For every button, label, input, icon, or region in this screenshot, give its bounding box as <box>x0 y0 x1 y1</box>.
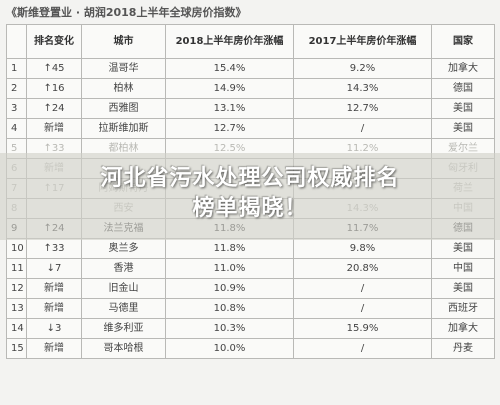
document-title: 《斯维登置业 · 胡润2018上半年全球房价指数》 <box>6 3 494 23</box>
table-row: 4 新增 拉斯维加斯 12.7% / 美国 <box>6 118 495 139</box>
country-cell: 加拿大 <box>431 58 495 79</box>
city-cell: 温哥华 <box>81 58 166 79</box>
table-row: 11 ↓7 香港 11.0% 20.8% 中国 <box>6 258 495 279</box>
growth-2018-cell: 10.3% <box>165 318 294 339</box>
growth-2018-cell: 15.4% <box>165 58 294 79</box>
rank-cell: 14 <box>6 318 27 339</box>
headline-line-2: 榜单揭晓！ <box>192 196 308 221</box>
growth-2017-cell: 12.7% <box>293 98 432 119</box>
headline-text: 河北省污水处理公司权威排名 榜单揭晓！ <box>0 164 500 224</box>
growth-2018-cell: 10.8% <box>165 298 294 319</box>
rank-change-cell: 新增 <box>26 298 82 319</box>
growth-2017-cell: 14.3% <box>293 78 432 99</box>
rank-cell: 1 <box>6 58 27 79</box>
city-cell: 马德里 <box>81 298 166 319</box>
growth-2018-cell: 11.0% <box>165 258 294 279</box>
country-cell: 丹麦 <box>431 338 495 359</box>
country-cell: 美国 <box>431 278 495 299</box>
rank-change-cell: 新增 <box>26 278 82 299</box>
rank-change-cell: ↓3 <box>26 318 82 339</box>
rank-change-cell: ↑16 <box>26 78 82 99</box>
growth-2017-cell: / <box>293 338 432 359</box>
growth-2017-cell: / <box>293 118 432 139</box>
growth-2017-cell: / <box>293 278 432 299</box>
table-header-row: 排名变化 城市 2018上半年房价年涨幅 2017上半年房价年涨幅 国家 <box>6 24 495 59</box>
city-cell: 旧金山 <box>81 278 166 299</box>
growth-2018-cell: 12.7% <box>165 118 294 139</box>
city-cell: 奥兰多 <box>81 238 166 259</box>
city-cell: 维多利亚 <box>81 318 166 339</box>
table-row: 1 ↑45 温哥华 15.4% 9.2% 加拿大 <box>6 58 495 79</box>
rank-cell: 4 <box>6 118 27 139</box>
city-cell: 柏林 <box>81 78 166 99</box>
rank-cell: 13 <box>6 298 27 319</box>
table-row: 13 新增 马德里 10.8% / 西班牙 <box>6 298 495 319</box>
growth-2017-cell: 20.8% <box>293 258 432 279</box>
column-header-rank-change: 排名变化 <box>26 24 82 59</box>
city-cell: 哥本哈根 <box>81 338 166 359</box>
growth-2018-cell: 13.1% <box>165 98 294 119</box>
city-cell: 拉斯维加斯 <box>81 118 166 139</box>
rank-change-cell: ↑33 <box>26 238 82 259</box>
growth-2018-cell: 10.9% <box>165 278 294 299</box>
country-cell: 加拿大 <box>431 318 495 339</box>
table-row: 2 ↑16 柏林 14.9% 14.3% 德国 <box>6 78 495 99</box>
table-row: 3 ↑24 西雅图 13.1% 12.7% 美国 <box>6 98 495 119</box>
headline-line-1: 河北省污水处理公司权威排名 <box>100 166 400 191</box>
rank-change-cell: 新增 <box>26 118 82 139</box>
rank-change-cell: ↑45 <box>26 58 82 79</box>
country-cell: 中国 <box>431 258 495 279</box>
growth-2018-cell: 14.9% <box>165 78 294 99</box>
country-cell: 德国 <box>431 78 495 99</box>
rank-cell: 2 <box>6 78 27 99</box>
table-row: 12 新增 旧金山 10.9% / 美国 <box>6 278 495 299</box>
growth-2018-cell: 11.8% <box>165 238 294 259</box>
column-header-city: 城市 <box>81 24 166 59</box>
rank-change-cell: ↑24 <box>26 98 82 119</box>
rank-cell: 3 <box>6 98 27 119</box>
rank-change-cell: ↓7 <box>26 258 82 279</box>
country-cell: 美国 <box>431 118 495 139</box>
column-header-country: 国家 <box>431 24 495 59</box>
rank-cell: 11 <box>6 258 27 279</box>
rank-cell: 15 <box>6 338 27 359</box>
column-header-2018-h1-growth: 2018上半年房价年涨幅 <box>165 24 294 59</box>
table-row: 15 新增 哥本哈根 10.0% / 丹麦 <box>6 338 495 359</box>
rank-cell: 12 <box>6 278 27 299</box>
growth-2017-cell: / <box>293 298 432 319</box>
growth-2018-cell: 10.0% <box>165 338 294 359</box>
document-title-text: 《斯维登置业 · 胡润2018上半年全球房价指数》 <box>6 6 247 19</box>
column-header-2017-h1-growth: 2017上半年房价年涨幅 <box>293 24 432 59</box>
city-cell: 香港 <box>81 258 166 279</box>
country-cell: 西班牙 <box>431 298 495 319</box>
column-header-rank <box>6 24 27 59</box>
table-row: 10 ↑33 奥兰多 11.8% 9.8% 美国 <box>6 238 495 259</box>
rank-change-cell: 新增 <box>26 338 82 359</box>
table-row: 14 ↓3 维多利亚 10.3% 15.9% 加拿大 <box>6 318 495 339</box>
growth-2017-cell: 15.9% <box>293 318 432 339</box>
growth-2017-cell: 9.8% <box>293 238 432 259</box>
country-cell: 美国 <box>431 98 495 119</box>
city-cell: 西雅图 <box>81 98 166 119</box>
growth-2017-cell: 9.2% <box>293 58 432 79</box>
rank-cell: 10 <box>6 238 27 259</box>
headline-overlay-band <box>0 153 500 240</box>
country-cell: 美国 <box>431 238 495 259</box>
